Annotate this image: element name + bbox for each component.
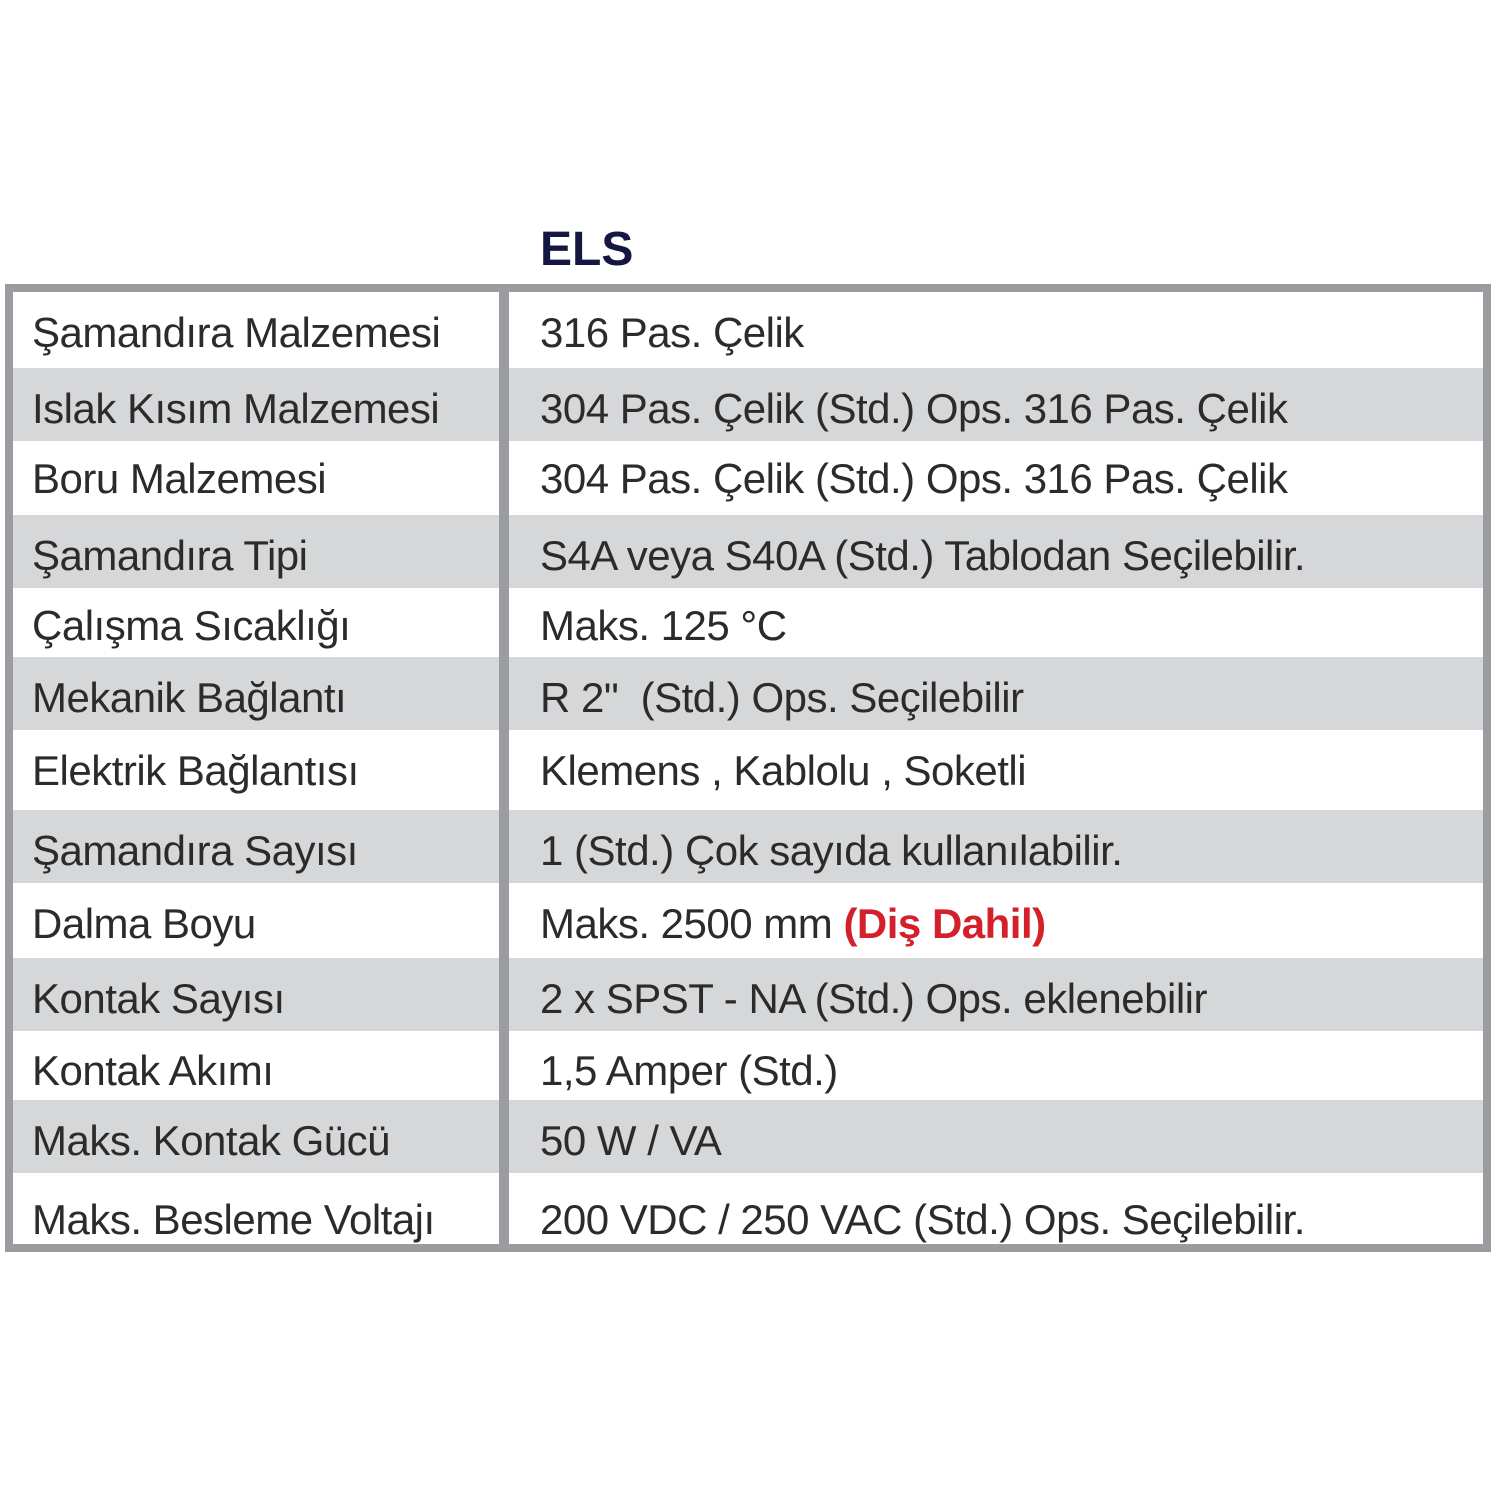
table-row: Elektrik Bağlantısı Klemens , Kablolu , S… [13, 730, 1483, 803]
table-row: Şamandıra Tipi S4A veya S40A (Std.) Tablo… [13, 515, 1483, 588]
table-row: Maks. Besleme Voltajı 200 VDC / 250 VAC (… [13, 1172, 1483, 1244]
spec-value-text: 200 VDC / 250 VAC (Std.) Ops. Seçilebili… [540, 1196, 1305, 1243]
spec-value-text: R 2" (Std.) Ops. Seçilebilir [540, 674, 1024, 721]
spec-value: 1 (Std.) Çok sayıda kullanılabilir. [540, 810, 1123, 883]
spec-value-text: Maks. 125 °C [540, 602, 787, 649]
spec-value-text: 50 W / VA [540, 1117, 722, 1164]
spec-value-text: 304 Pas. Çelik (Std.) Ops. 316 Pas. Çeli… [540, 455, 1288, 502]
spec-label: Çalışma Sıcaklığı [32, 602, 351, 649]
spec-value-text: S4A veya S40A (Std.) Tablodan Seçilebili… [540, 532, 1306, 579]
spec-value-text: 1,5 Amper (Std.) [540, 1047, 838, 1094]
spec-label: Şamandıra Tipi [32, 532, 308, 579]
spec-value: 200 VDC / 250 VAC (Std.) Ops. Seçilebili… [540, 1172, 1305, 1244]
spec-label: Dalma Boyu [32, 900, 256, 947]
spec-label: Şamandıra Sayısı [32, 827, 358, 874]
spec-label: Boru Malzemesi [32, 455, 327, 502]
spec-value: 50 W / VA [540, 1100, 722, 1173]
spec-label: Elektrik Bağlantısı [32, 747, 359, 794]
table-row: Şamandıra Malzemesi 316 Pas. Çelik [13, 292, 1483, 365]
spec-value-text: Maks. 2500 mm [540, 900, 844, 947]
table-row: Islak Kısım Malzemesi 304 Pas. Çelik (Std… [13, 368, 1483, 441]
spec-value: R 2" (Std.) Ops. Seçilebilir [540, 657, 1024, 730]
spec-value: Maks. 2500 mm (Diş Dahil) [540, 883, 1046, 956]
table-row: Dalma Boyu Maks. 2500 mm (Diş Dahil) [13, 883, 1483, 956]
spec-label: Maks. Kontak Gücü [32, 1117, 391, 1164]
table-row: Çalışma Sıcaklığı Maks. 125 °C [13, 585, 1483, 658]
table-row: Şamandıra Sayısı 1 (Std.) Çok sayıda kull… [13, 810, 1483, 883]
product-title: ELS [540, 223, 634, 276]
spec-label: Maks. Besleme Voltajı [32, 1196, 435, 1243]
table-row: Kontak Akımı 1,5 Amper (Std.) [13, 1030, 1483, 1103]
spec-label: Mekanik Bağlantı [32, 674, 347, 721]
spec-value-text: 304 Pas. Çelik (Std.) Ops. 316 Pas. Çeli… [540, 385, 1288, 432]
spec-value: Klemens , Kablolu , Soketli [540, 730, 1027, 803]
spec-value-text: Klemens , Kablolu , Soketli [540, 747, 1027, 794]
spec-value: 316 Pas. Çelik [540, 292, 804, 365]
spec-label: Kontak Akımı [32, 1047, 274, 1094]
spec-label: Kontak Sayısı [32, 975, 285, 1022]
spec-value: 304 Pas. Çelik (Std.) Ops. 316 Pas. Çeli… [540, 368, 1288, 441]
spec-value-text: 316 Pas. Çelik [540, 309, 804, 356]
spec-value: 2 x SPST - NA (Std.) Ops. eklenebilir [540, 958, 1207, 1031]
table-row: Maks. Kontak Gücü 50 W / VA [13, 1100, 1483, 1173]
spec-table: Şamandıra Malzemesi 316 Pas. Çelik Islak K… [5, 284, 1491, 1252]
spec-value: S4A veya S40A (Std.) Tablodan Seçilebili… [540, 515, 1306, 588]
spec-value: 1,5 Amper (Std.) [540, 1030, 838, 1103]
spec-value: 304 Pas. Çelik (Std.) Ops. 316 Pas. Çeli… [540, 438, 1288, 511]
spec-value-text: 2 x SPST - NA (Std.) Ops. eklenebilir [540, 975, 1207, 1022]
table-row: Kontak Sayısı 2 x SPST - NA (Std.) Ops. e… [13, 958, 1483, 1031]
spec-value: Maks. 125 °C [540, 585, 787, 658]
table-row: Mekanik Bağlantı R 2" (Std.) Ops. Seçileb… [13, 657, 1483, 730]
table-row: Boru Malzemesi 304 Pas. Çelik (Std.) Ops.… [13, 438, 1483, 511]
spec-note: (Diş Dahil) [843, 900, 1046, 947]
spec-label: Islak Kısım Malzemesi [32, 385, 440, 432]
spec-value-text: 1 (Std.) Çok sayıda kullanılabilir. [540, 827, 1123, 874]
spec-label: Şamandıra Malzemesi [32, 309, 441, 356]
column-divider [499, 292, 509, 1244]
